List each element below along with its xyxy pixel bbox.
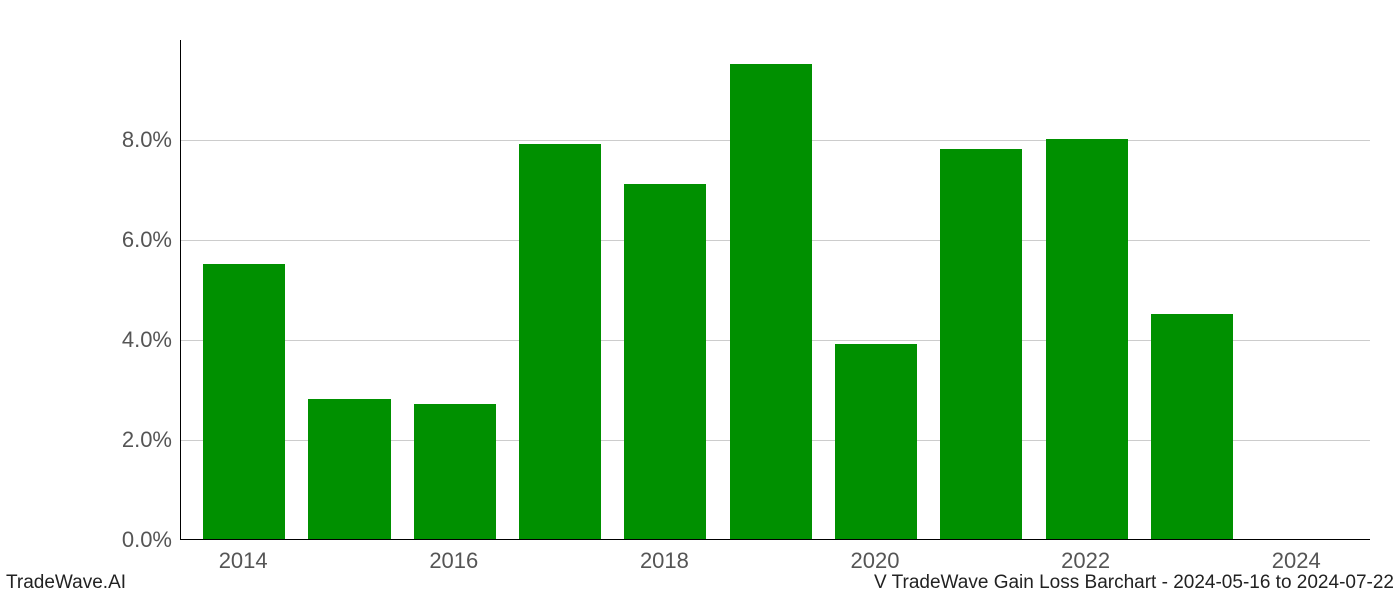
- chart-plot-area: [180, 40, 1370, 540]
- x-tick-label: 2024: [1272, 548, 1321, 574]
- x-tick-label: 2020: [851, 548, 900, 574]
- bar: [624, 184, 706, 539]
- y-tick-label: 6.0%: [92, 227, 172, 253]
- bar: [1046, 139, 1128, 539]
- y-tick-label: 0.0%: [92, 527, 172, 553]
- bar: [835, 344, 917, 539]
- x-tick-label: 2016: [429, 548, 478, 574]
- bar: [308, 399, 390, 539]
- bar: [1151, 314, 1233, 539]
- bar: [730, 64, 812, 539]
- x-tick-label: 2014: [219, 548, 268, 574]
- x-tick-label: 2022: [1061, 548, 1110, 574]
- footer-right-caption: V TradeWave Gain Loss Barchart - 2024-05…: [874, 572, 1394, 594]
- y-tick-label: 8.0%: [92, 127, 172, 153]
- x-tick-label: 2018: [640, 548, 689, 574]
- bar: [940, 149, 1022, 539]
- bar: [203, 264, 285, 539]
- bar: [414, 404, 496, 539]
- footer-left-brand: TradeWave.AI: [6, 572, 126, 594]
- y-tick-label: 2.0%: [92, 427, 172, 453]
- bar: [519, 144, 601, 539]
- y-tick-label: 4.0%: [92, 327, 172, 353]
